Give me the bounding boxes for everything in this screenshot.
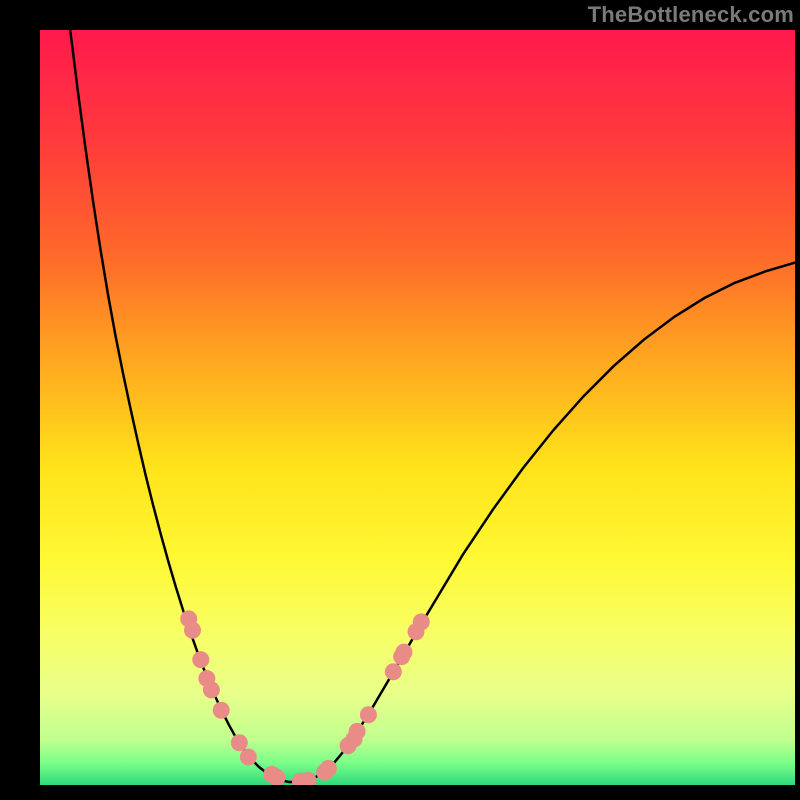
gradient-background [40, 30, 795, 785]
chart-outer: TheBottleneck.com [0, 0, 800, 800]
scatter-point [349, 723, 366, 740]
scatter-point [395, 644, 412, 661]
scatter-point [192, 651, 209, 668]
watermark-text: TheBottleneck.com [588, 2, 794, 28]
scatter-point [385, 663, 402, 680]
scatter-point [413, 613, 430, 630]
scatter-point [184, 622, 201, 639]
scatter-point [213, 702, 230, 719]
scatter-point [240, 749, 257, 766]
scatter-point [360, 706, 377, 723]
scatter-point [231, 734, 248, 751]
scatter-point [320, 760, 337, 777]
bottleneck-curve-chart [40, 30, 795, 785]
scatter-point [203, 681, 220, 698]
